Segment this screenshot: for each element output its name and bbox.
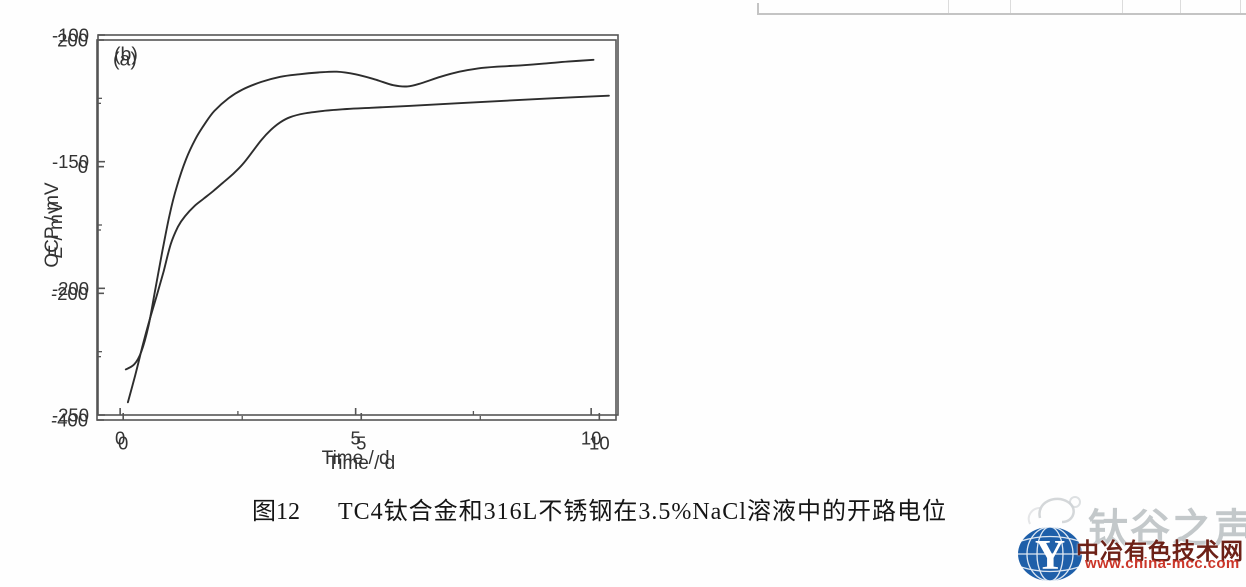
artifact-divider — [1010, 0, 1011, 13]
x-axis-label: Time / d — [322, 448, 390, 469]
data-curve — [126, 94, 610, 404]
watermark-overlay-text: 钛谷之声 — [1088, 506, 1246, 551]
y-tick-label: -100 — [52, 24, 89, 45]
y-tick-label: -200 — [51, 283, 88, 304]
y-tick-label: -250 — [52, 404, 89, 425]
watermark-brand: 钛谷之声 Y 中冶有色技术网 www.china-mcc.com — [1000, 486, 1246, 587]
y-tick-label: 0 — [78, 156, 88, 177]
artifact-left-edge — [757, 3, 759, 14]
watermark-site-url: www.china-mcc.com — [1085, 555, 1240, 572]
watermark-site-name: 中冶有色技术网 — [1076, 539, 1244, 564]
watermark-swirl-icon — [1027, 496, 1081, 525]
y-tick-label: -200 — [52, 278, 89, 299]
artifact-divider — [1180, 0, 1181, 13]
x-tick-label: 5 — [356, 433, 366, 454]
chart-panel-b: 0 5 10 -100 -150 -200 -250 Time / d OCP / mV (b) — [42, 24, 619, 469]
figure-caption: 图12 TC4钛合金和316L不锈钢在3.5%NaCl溶液中的开路电位 — [252, 491, 947, 526]
figure-caption-number: 图12 — [252, 499, 300, 525]
plot-frame — [97, 34, 619, 416]
x-tick-label: 5 — [350, 428, 360, 449]
artifact-divider — [1240, 0, 1241, 13]
chart-panel-a: 0 5 10 200 0 -200 -400 Time / d E / mV (a) — [46, 29, 617, 474]
y-tick-label: 200 — [57, 29, 88, 50]
y-tick-label: -150 — [52, 151, 89, 172]
globe-logo-icon: Y — [1018, 526, 1082, 582]
figure-caption-text: TC4钛合金和316L不锈钢在3.5%NaCl溶液中的开路电位 — [338, 499, 947, 525]
x-tick-label: 10 — [581, 428, 602, 449]
artifact-divider — [948, 0, 949, 13]
y-axis-label: OCP / mV — [42, 182, 63, 267]
artifact-divider — [1122, 0, 1123, 13]
x-axis-label: Time / d — [327, 453, 395, 474]
globe-letter: Y — [1035, 533, 1065, 579]
artifact-bottom-edge — [757, 13, 1246, 15]
data-curve — [124, 58, 595, 371]
y-axis-label: E / mV — [46, 201, 67, 258]
panel-label: (b) — [114, 44, 138, 66]
y-tick-label: -400 — [51, 409, 88, 430]
x-tick-label: 10 — [589, 433, 610, 454]
x-tick-label: 0 — [118, 433, 128, 454]
panel-label: (a) — [113, 49, 137, 71]
x-tick-label: 0 — [115, 428, 125, 449]
